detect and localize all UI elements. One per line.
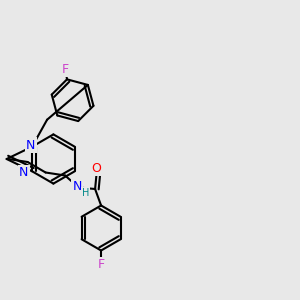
Text: N: N: [26, 139, 35, 152]
Text: F: F: [62, 63, 69, 76]
Text: N: N: [72, 180, 82, 193]
Text: O: O: [92, 161, 101, 175]
Text: N: N: [19, 166, 28, 179]
Text: H: H: [82, 188, 89, 198]
Text: F: F: [98, 258, 105, 272]
